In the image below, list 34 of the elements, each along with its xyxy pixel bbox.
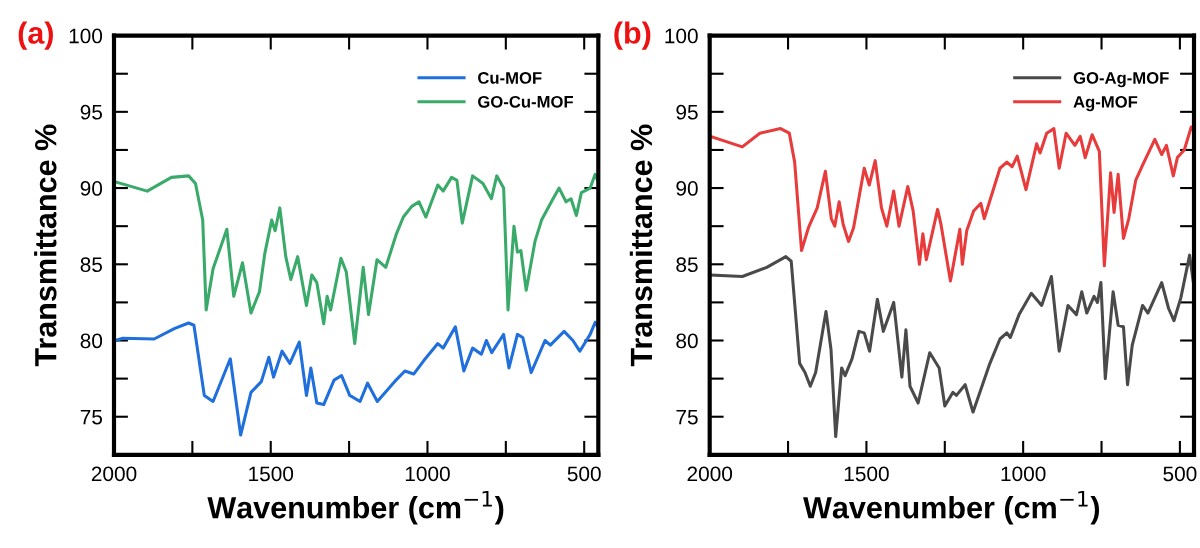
y-tick-label: 100 <box>665 28 698 44</box>
x-tick-label: 1000 <box>1001 466 1046 482</box>
x-tick-label: 500 <box>1163 466 1197 482</box>
y-axis-title: Transmittance % <box>629 124 653 367</box>
x-tick-label: 1500 <box>844 466 889 482</box>
legend-label: Ag-MOF <box>1073 95 1138 112</box>
legend-label: GO-Ag-MOF <box>1073 72 1169 88</box>
y-tick-label: 95 <box>676 104 698 120</box>
y-axis-title: Transmittance % <box>34 124 57 367</box>
legend-label: Cu-MOF <box>478 72 542 84</box>
x-tick-label: 2000 <box>687 466 733 482</box>
x-axis-title: Wavenumber (cm$^{−1}$) <box>803 490 1100 525</box>
legend-label: GO-Cu-MOF <box>478 95 574 108</box>
x-tick-label: 500 <box>567 466 601 482</box>
x-tick-label: 1500 <box>249 466 294 482</box>
y-tick-label: 75 <box>80 409 103 425</box>
chart-title: (a) <box>18 21 53 50</box>
y-tick-label: 100 <box>69 28 103 44</box>
y-tick-label: 75 <box>676 409 698 425</box>
y-tick-label: 85 <box>80 257 103 273</box>
line-series <box>709 253 1194 439</box>
x-tick-label: 1000 <box>405 466 450 482</box>
line-series <box>709 125 1194 283</box>
y-tick-label: 80 <box>80 333 103 349</box>
y-tick-label: 95 <box>80 104 103 120</box>
y-tick-label: 90 <box>676 181 698 196</box>
y-tick-label: 85 <box>676 257 698 273</box>
x-tick-label: 2000 <box>91 466 137 482</box>
y-tick-label: 80 <box>676 333 698 349</box>
x-axis-title: Wavenumber (cm$^{−1}$) <box>207 490 504 525</box>
y-tick-label: 90 <box>80 181 103 196</box>
line-series <box>114 172 599 346</box>
line-series <box>114 320 599 437</box>
chart-title: (b) <box>614 21 651 50</box>
